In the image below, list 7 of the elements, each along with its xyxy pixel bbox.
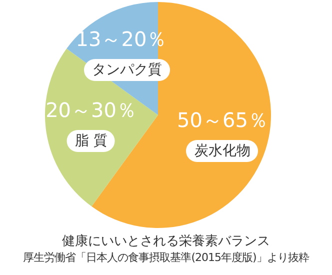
text: 50～65％ bbox=[177, 108, 268, 132]
slice-label: 炭水化物 bbox=[186, 140, 258, 162]
text: 厚生労働省「日本人の食事摂取基準(2015年度版)」より抜粋 bbox=[22, 250, 310, 265]
text: 20～30％ bbox=[46, 98, 136, 122]
slice-label: 脂 質 bbox=[66, 130, 116, 152]
text: 健康にいいとされる栄養素バランス bbox=[61, 233, 271, 250]
slice-label: タンパク質 bbox=[84, 58, 170, 81]
